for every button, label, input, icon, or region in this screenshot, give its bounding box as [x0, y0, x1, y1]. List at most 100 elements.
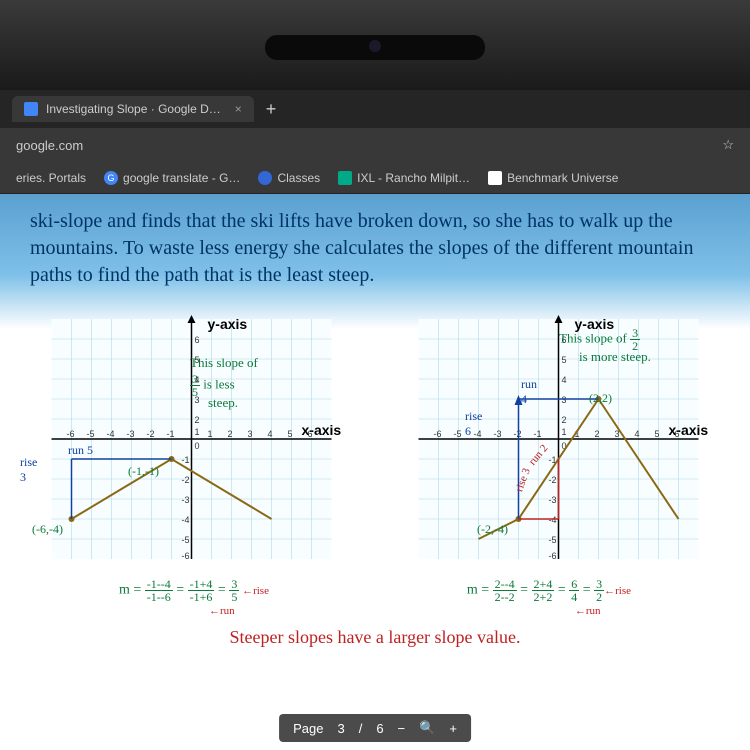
run-label: run 5 [68, 443, 93, 458]
svg-text:4: 4 [562, 375, 567, 385]
tab-title: Investigating Slope · Google D… [46, 102, 221, 116]
svg-text:3: 3 [562, 395, 567, 405]
bookmark-label: eries. Portals [16, 171, 86, 185]
calculations: m = -1--4-1--6 = -1+4-1+6 = 35 ←rise←run… [0, 578, 750, 619]
svg-text:-2: -2 [514, 429, 522, 439]
laptop-bezel [0, 0, 750, 90]
svg-text:-6: -6 [182, 551, 190, 561]
svg-text:-3: -3 [494, 429, 502, 439]
classes-icon [258, 171, 272, 185]
svg-text:2: 2 [228, 429, 233, 439]
page-label: Page [293, 721, 323, 736]
svg-text:-3: -3 [182, 495, 190, 505]
svg-text:2: 2 [195, 415, 200, 425]
svg-text:4: 4 [635, 429, 640, 439]
svg-text:-2: -2 [182, 475, 190, 485]
svg-text:-3: -3 [127, 429, 135, 439]
zoom-out-button[interactable]: − [398, 721, 406, 736]
current-page: 3 [337, 721, 344, 736]
svg-text:1: 1 [562, 427, 567, 437]
svg-text:-4: -4 [182, 515, 190, 525]
laptop-frame: Investigating Slope · Google D… × + goog… [0, 0, 750, 750]
svg-text:-1: -1 [167, 429, 175, 439]
point-r2: (2,2) [589, 391, 612, 405]
graphs-area: y-axis x-axis -6-5-4-3-2-10 123456 65432… [0, 309, 750, 574]
svg-text:-6: -6 [549, 551, 557, 561]
ixl-icon [338, 171, 352, 185]
svg-text:-5: -5 [182, 535, 190, 545]
left-graph: y-axis x-axis -6-5-4-3-2-10 123456 65432… [12, 309, 371, 574]
svg-text:4: 4 [268, 429, 273, 439]
bookmark-classes[interactable]: Classes [258, 171, 320, 185]
svg-text:-4: -4 [549, 515, 557, 525]
run4: run4 [521, 377, 537, 407]
url-text: google.com [16, 138, 83, 153]
svg-text:5: 5 [562, 355, 567, 365]
zoom-in-button[interactable]: + [449, 721, 457, 736]
calc-left: m = -1--4-1--6 = -1+4-1+6 = 35 ←rise←run [119, 578, 269, 619]
browser-window: Investigating Slope · Google D… × + goog… [0, 90, 750, 750]
svg-text:2: 2 [595, 429, 600, 439]
problem-text: ski-slope and finds that the ski lifts h… [30, 208, 720, 289]
page-toolbar: Page 3 / 6 − 🔍 + [279, 714, 471, 742]
left-graph-svg: y-axis x-axis -6-5-4-3-2-10 123456 65432… [12, 309, 371, 569]
svg-text:-2: -2 [549, 475, 557, 485]
address-bar[interactable]: google.com ☆ [0, 128, 750, 162]
rise-label: rise3 [20, 455, 37, 485]
svg-text:2: 2 [562, 415, 567, 425]
bookmarks-bar: eries. Portals G google translate - G… C… [0, 162, 750, 194]
svg-text:-2: -2 [147, 429, 155, 439]
annotation-1: This slope of [190, 355, 258, 371]
google-docs-icon [24, 102, 38, 116]
point-1: (-6,-4) [32, 522, 63, 536]
svg-text:6: 6 [195, 335, 200, 345]
bookmark-portals[interactable]: eries. Portals [16, 171, 86, 185]
bookmark-benchmark[interactable]: Benchmark Universe [488, 171, 618, 185]
bookmark-label: google translate - G… [123, 171, 240, 185]
slide: ski-slope and finds that the ski lifts h… [0, 194, 750, 750]
new-tab-button[interactable]: + [266, 99, 277, 120]
google-icon: G [104, 171, 118, 185]
rise6: rise6 [465, 409, 482, 439]
camera-notch [265, 35, 485, 60]
bookmark-star-icon[interactable]: ☆ [722, 137, 734, 153]
svg-text:6: 6 [675, 429, 680, 439]
svg-text:5: 5 [655, 429, 660, 439]
bookmark-label: IXL - Rancho Milpit… [357, 171, 470, 185]
svg-text:1: 1 [195, 427, 200, 437]
bookmark-translate[interactable]: G google translate - G… [104, 171, 240, 185]
benchmark-icon [488, 171, 502, 185]
y-axis-label: y-axis [208, 316, 248, 332]
svg-text:-6: -6 [67, 429, 75, 439]
annotation-r2: is more steep. [579, 349, 651, 365]
bookmark-label: Classes [277, 171, 320, 185]
calc-right: m = 2--42--2 = 2+42+2 = 64 = 32←rise←run [467, 578, 631, 619]
page-sep: / [359, 721, 363, 736]
svg-text:5: 5 [288, 429, 293, 439]
svg-text:-5: -5 [454, 429, 462, 439]
conclusion: Steeper slopes have a larger slope value… [0, 627, 750, 648]
close-tab-icon[interactable]: × [235, 102, 242, 116]
bookmark-ixl[interactable]: IXL - Rancho Milpit… [338, 171, 470, 185]
svg-text:-1: -1 [182, 455, 190, 465]
svg-text:-6: -6 [434, 429, 442, 439]
svg-text:-5: -5 [87, 429, 95, 439]
svg-text:6: 6 [308, 429, 313, 439]
bookmark-label: Benchmark Universe [507, 171, 618, 185]
svg-text:0: 0 [195, 441, 200, 451]
total-pages: 6 [376, 721, 383, 736]
svg-text:-5: -5 [549, 535, 557, 545]
svg-text:-3: -3 [549, 495, 557, 505]
svg-text:-4: -4 [107, 429, 115, 439]
page-content: ski-slope and finds that the ski lifts h… [0, 194, 750, 750]
tab-bar: Investigating Slope · Google D… × + [0, 90, 750, 128]
svg-text:-1: -1 [534, 429, 542, 439]
annotation-3: steep. [208, 395, 238, 411]
svg-text:3: 3 [248, 429, 253, 439]
point-2: (-1,-1) [128, 464, 159, 478]
right-graph: y-axis x-axis -6-5-4-3-2-10 123456 65432… [379, 309, 738, 574]
browser-tab[interactable]: Investigating Slope · Google D… × [12, 96, 254, 122]
svg-text:1: 1 [208, 429, 213, 439]
point-r1: (-2,-4) [477, 522, 508, 536]
zoom-icon[interactable]: 🔍 [419, 720, 435, 736]
